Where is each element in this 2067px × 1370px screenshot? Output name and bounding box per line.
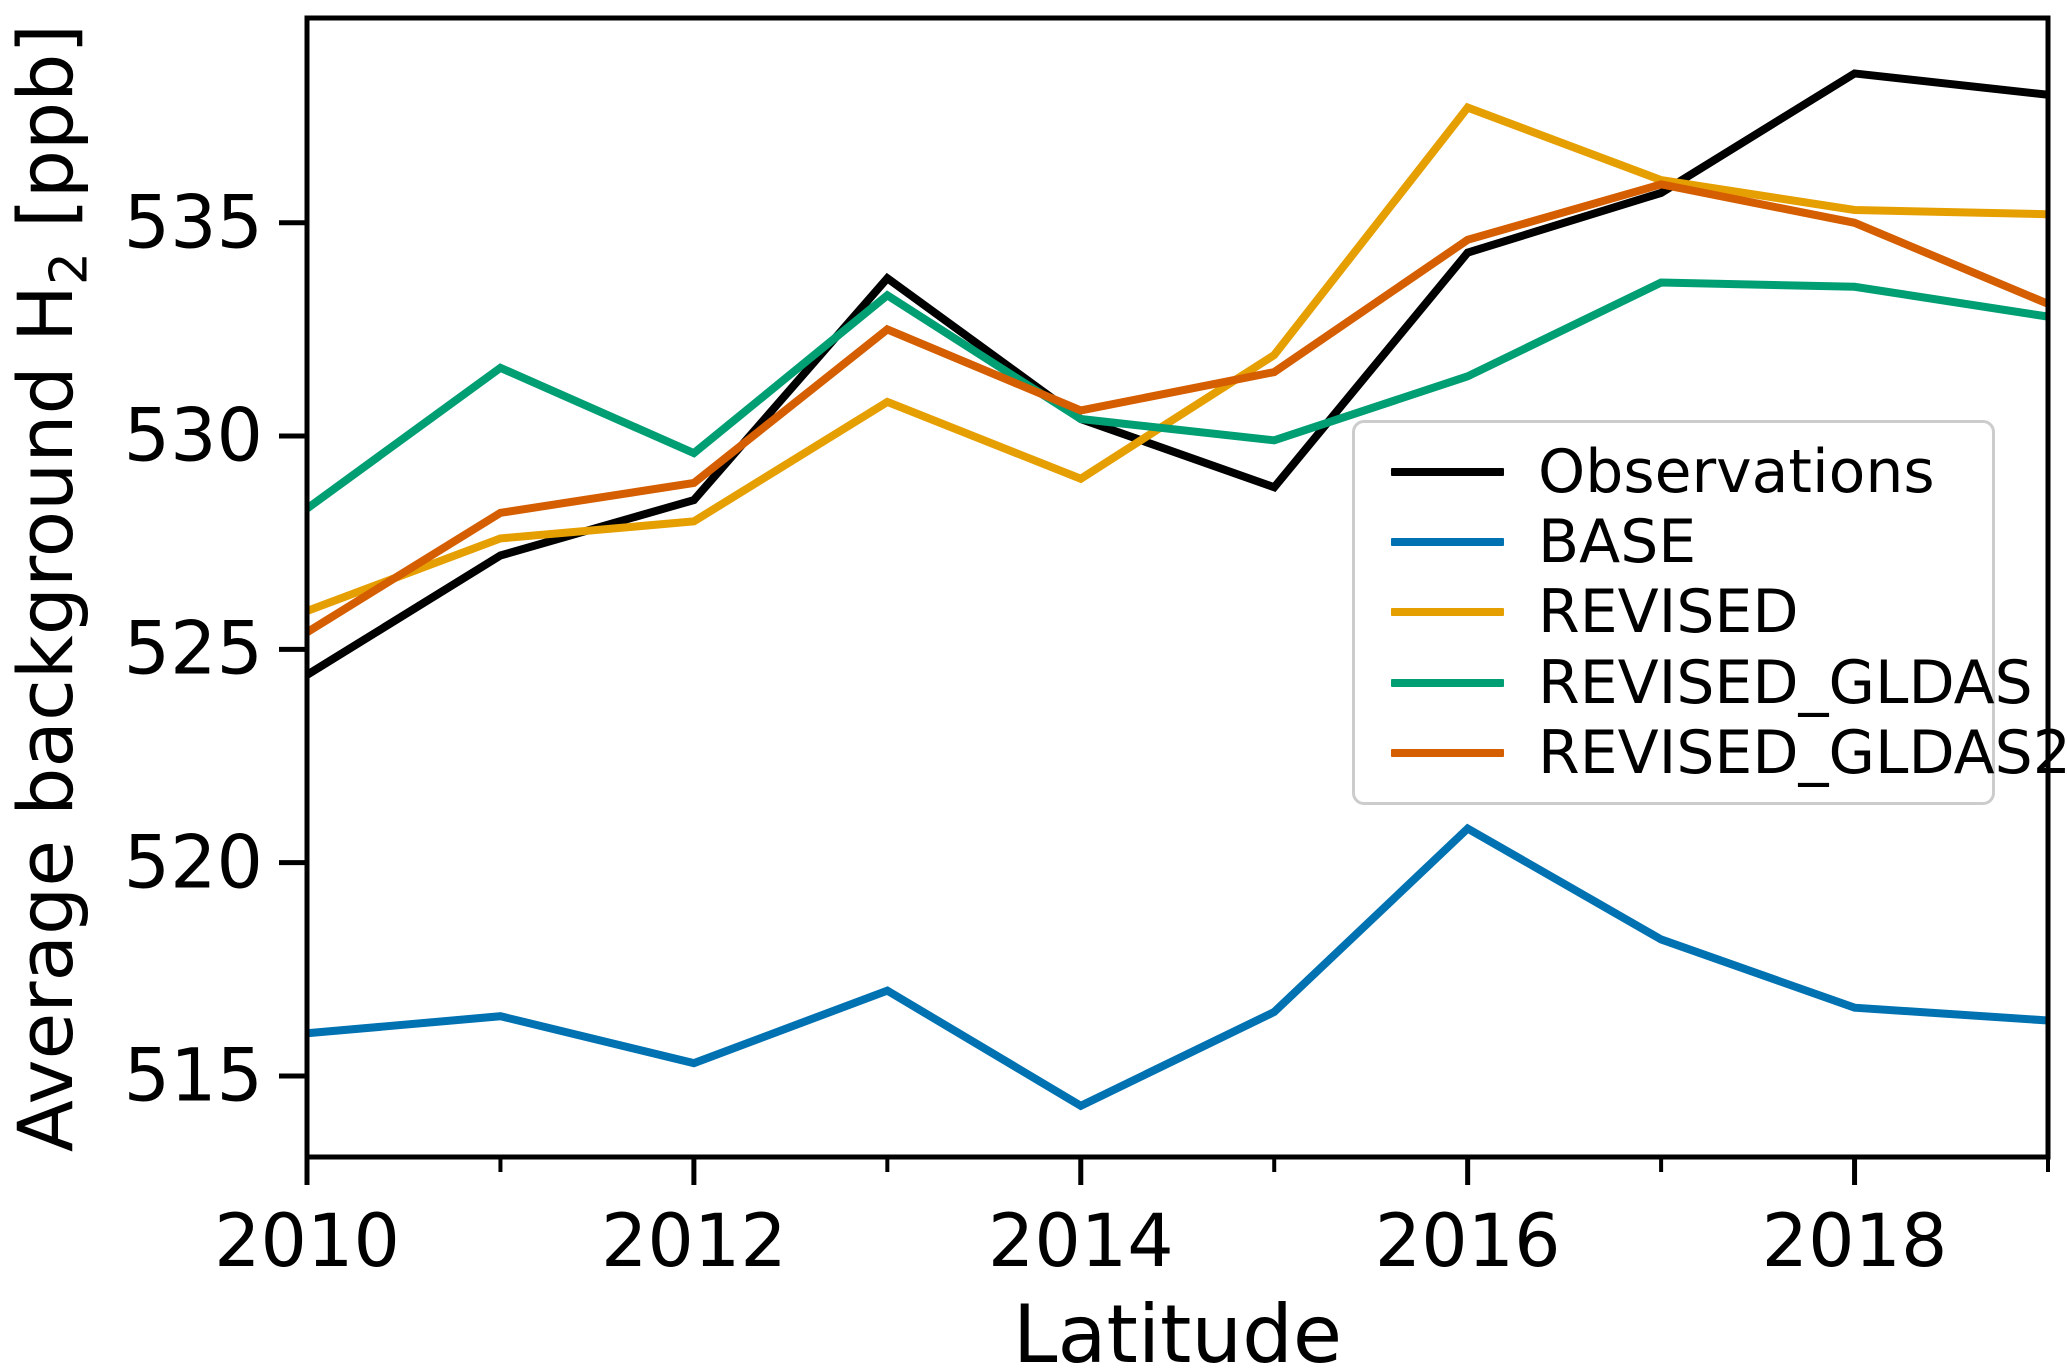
y-tick-label-520: 520	[123, 820, 263, 906]
x-tick-label-2014: 2014	[987, 1199, 1174, 1284]
legend-label: BASE	[1538, 507, 1697, 578]
legend-swatch-revised	[1391, 608, 1504, 617]
x-tick-label-2012: 2012	[600, 1199, 787, 1284]
legend-item-observations: Observations	[1355, 441, 1992, 503]
x-tick-label-2010: 2010	[214, 1199, 400, 1284]
legend-item-revised: REVISED	[1355, 581, 1992, 643]
x-tick-label-2016: 2016	[1374, 1199, 1561, 1284]
y-tick-label-530: 530	[123, 393, 263, 479]
series-line-base	[306, 823, 2049, 1111]
series-line-revised_gldas	[304, 278, 2049, 512]
x-axis-label: Latitude	[1012, 1288, 1343, 1370]
x-tick-label-2018: 2018	[1761, 1199, 1948, 1284]
legend-item-revised_gldas: REVISED_GLDAS	[1355, 652, 2033, 714]
legend-label: Observations	[1538, 437, 1935, 508]
series-line-revised_gldas2	[304, 180, 2050, 636]
legend-label: REVISED	[1538, 577, 1799, 648]
legend-label: REVISED_GLDAS	[1538, 647, 2033, 718]
y-axis-label-text: Average background H	[0, 284, 90, 1152]
plot-spines	[304, 15, 2051, 1160]
y-axis-label-unit: [ppb]	[0, 23, 90, 252]
legend-item-base: BASE	[1355, 511, 1992, 573]
y-tick-label-535: 535	[123, 180, 263, 266]
legend-swatch-base	[1391, 538, 1504, 547]
y-axis-label: Average background H2 [ppb]	[1, 23, 100, 1151]
legend-swatch-revised_gldas2	[1391, 748, 1504, 757]
legend-item-revised_gldas2: REVISED_GLDAS2	[1355, 722, 2067, 784]
series-line-revised	[305, 102, 2049, 615]
y-tick-label-525: 525	[123, 606, 263, 692]
legend-swatch-observations	[1391, 468, 1504, 477]
legend-label: REVISED_GLDAS2	[1538, 717, 2067, 788]
legend-box: Observations BASE REVISED REVISED_GLDAS REVI…	[1352, 420, 2067, 805]
y-tick-label-515: 515	[123, 1033, 263, 1119]
y-axis-label-subscript: 2	[39, 251, 100, 285]
legend-swatch-revised_gldas	[1391, 678, 1504, 687]
